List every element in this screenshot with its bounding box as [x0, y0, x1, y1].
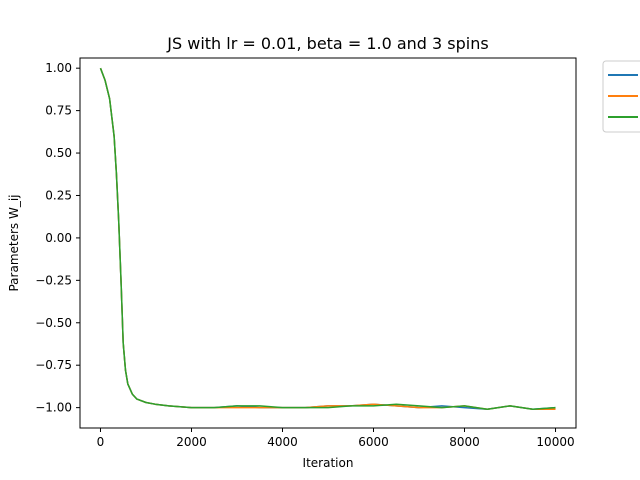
series-line-1: [99, 67, 556, 411]
series-line-2: [99, 67, 556, 411]
x-tick-label: 6000: [358, 435, 389, 449]
chart-title: JS with lr = 0.01, beta = 1.0 and 3 spin…: [166, 34, 488, 53]
x-tick-label: 2000: [176, 435, 207, 449]
y-axis-ticks: 1.00 0.75 0.50 0.25 0.00 −0.25 −0.50 −0.75 −1.00: [35, 61, 80, 415]
series-line-3: [99, 67, 556, 411]
y-tick-label: 0.25: [45, 188, 72, 202]
y-tick-label: 1.00: [45, 61, 72, 75]
y-tick-label: 0.50: [45, 146, 72, 160]
y-tick-label: −0.25: [35, 273, 72, 287]
y-tick-label: −0.50: [35, 316, 72, 330]
x-tick-label: 8000: [449, 435, 480, 449]
x-tick-label: 4000: [267, 435, 298, 449]
x-tick-label: 0: [97, 435, 105, 449]
x-tick-label: 10000: [536, 435, 574, 449]
plot-frame: [79, 57, 577, 429]
y-tick-label: −0.75: [35, 358, 72, 372]
legend-entries: [608, 74, 638, 118]
x-axis-ticks: 0 2000 4000 6000 8000 10000: [97, 428, 575, 449]
y-tick-label: −1.00: [35, 401, 72, 415]
y-tick-label: 0.75: [45, 104, 72, 118]
y-tick-label: 0.00: [45, 231, 72, 245]
plot-marks: [99, 67, 556, 411]
x-axis-label: Iteration: [303, 456, 354, 470]
y-axis-label: Parameters W_ij: [7, 194, 21, 291]
legend: [602, 60, 640, 133]
